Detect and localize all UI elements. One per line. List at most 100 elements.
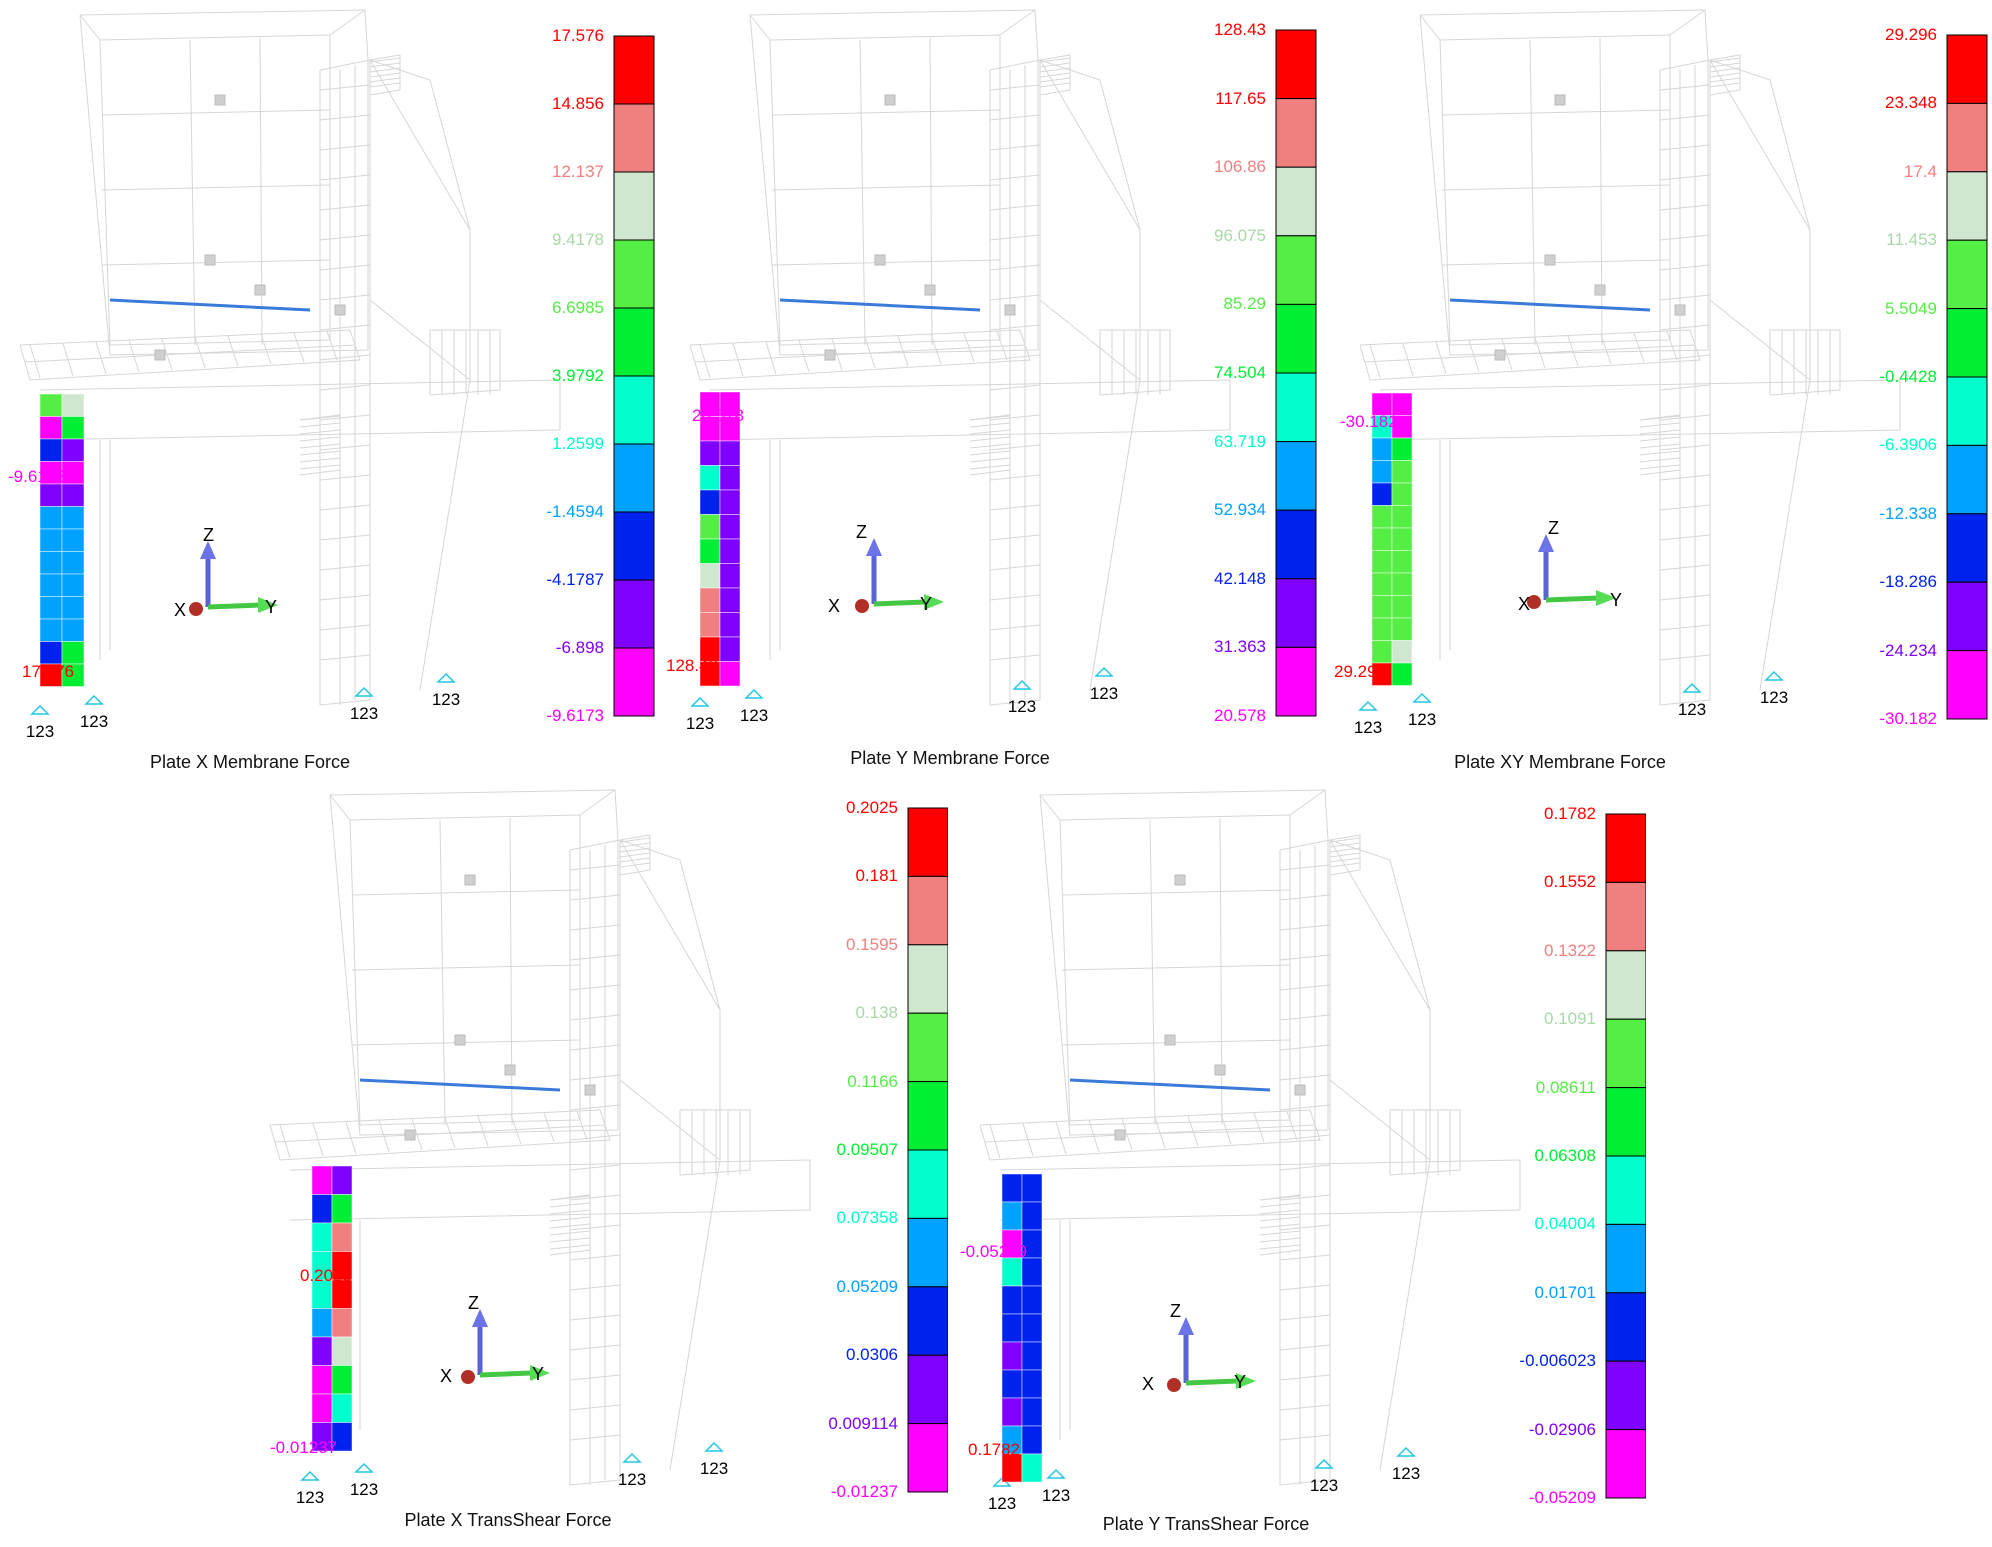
color-legend: 17.576 14.856 12.137 9.4178 6.6985 3.9792 1.25… <box>520 24 660 725</box>
support-triangle <box>704 1441 724 1452</box>
legend-color-band <box>1275 235 1317 305</box>
legend-color-band <box>907 1149 949 1219</box>
panel-plate-y-membrane: Z X Y 20.578 128.43 123 123 123 123 Plat… <box>666 0 1320 780</box>
legend-value-label: 0.0306 <box>846 1345 898 1365</box>
structure-wireframe <box>689 9 1231 707</box>
wireframe-lines <box>269 789 811 1486</box>
support-triangle <box>690 696 710 707</box>
legend-color-band <box>1946 581 1988 652</box>
legend-color-band <box>907 944 949 1014</box>
legend-color-band <box>907 807 949 877</box>
legend-color-band <box>1946 444 1988 515</box>
legend-color-band <box>1275 29 1317 100</box>
legend-color-band <box>1946 171 1988 241</box>
legend-color-band <box>1946 376 1988 446</box>
plate-max-label: 0.2025 <box>300 1266 352 1285</box>
legend-value-label: -12.338 <box>1879 503 1937 523</box>
legend-value-label: 31.363 <box>1214 637 1266 657</box>
legend-color-band <box>1275 509 1317 580</box>
support-triangle <box>1764 670 1784 681</box>
legend-color-band <box>1275 441 1317 511</box>
legend-value-label: 0.138 <box>855 1003 898 1023</box>
legend-value-label: 9.4178 <box>552 230 604 249</box>
legend-value-label: 0.1322 <box>1544 940 1596 960</box>
legend-value-label: 0.1782 <box>1544 804 1596 823</box>
x-axis-dot <box>189 602 203 616</box>
support-triangle <box>300 1470 320 1481</box>
z-axis-arrow <box>1178 1317 1194 1383</box>
legend-color-band <box>907 1286 949 1356</box>
legend-color-band <box>1605 813 1647 883</box>
axis-label-z: Z <box>203 525 214 545</box>
legend-value-label: 0.181 <box>855 866 898 886</box>
axis-triad <box>1167 1317 1256 1392</box>
support-triangle <box>1046 1468 1066 1479</box>
support-label: 123 <box>987 1494 1017 1513</box>
support-label: 123 <box>349 704 379 723</box>
legend-value-label: -9.6173 <box>546 706 604 725</box>
support-triangle <box>1094 666 1114 677</box>
legend-value-label: 6.6985 <box>552 298 604 317</box>
beam-member <box>1069 1078 1271 1092</box>
axis-label-x: X <box>1518 594 1531 614</box>
panel-caption: Plate XY Membrane Force <box>1454 752 1666 772</box>
axis-label-x: X <box>1142 1374 1155 1394</box>
plate-max-label: 0.1782 <box>968 1440 1020 1459</box>
plate-element <box>1021 1453 1043 1483</box>
axis-label-y: Y <box>1234 1372 1247 1392</box>
support-label: 123 <box>1407 710 1437 729</box>
legend-value-label: 0.09507 <box>836 1140 898 1159</box>
structure-wireframe <box>1358 9 1901 711</box>
support-triangle <box>354 1462 374 1473</box>
support-triangle <box>1396 1446 1416 1457</box>
support-label: 123 <box>25 722 55 741</box>
legend-value-label: 128.43 <box>1214 20 1266 39</box>
panel-caption: Plate X TransShear Force <box>404 1510 612 1530</box>
legend-value-label: 0.04004 <box>1534 1214 1596 1234</box>
support-label: 123 <box>79 712 109 731</box>
support-label: 123 <box>1353 718 1383 737</box>
y-axis-arrow <box>479 1365 550 1381</box>
legend-color-band <box>1946 102 1988 173</box>
panel-caption: Plate Y Membrane Force <box>850 748 1050 768</box>
beam-member <box>779 298 981 312</box>
axis-label-y: Y <box>532 1364 545 1384</box>
legend-value-label: 85.29 <box>1223 294 1266 314</box>
support-label: 123 <box>1041 1486 1071 1505</box>
legend-value-label: 23.348 <box>1885 93 1937 113</box>
legend-color-band <box>613 35 655 105</box>
legend-value-label: 0.01701 <box>1534 1282 1596 1302</box>
support-label: 123 <box>1677 700 1707 719</box>
axis-label-z: Z <box>1170 1301 1181 1321</box>
legend-value-label: -0.05209 <box>1528 1488 1596 1507</box>
support-triangle <box>84 694 104 705</box>
legend-color-band <box>613 647 655 717</box>
plate-min-label: 20.578 <box>692 406 744 425</box>
plate-max-label: 29.296 <box>1334 662 1386 681</box>
contour-plate-strip <box>39 393 85 687</box>
plate-element <box>331 1422 353 1452</box>
legend-value-label: 3.9792 <box>552 366 604 385</box>
wireframe-lines <box>689 9 1231 706</box>
legend-value-label: 17.576 <box>552 26 604 45</box>
legend-color-band <box>1275 646 1317 717</box>
support-triangle <box>622 1452 642 1463</box>
panel-plate-xy-membrane: Z X Y -30.182 29.296 123 123 123 123 Pla… <box>1334 0 1992 780</box>
legend-color-band <box>613 443 655 513</box>
axis-triad <box>855 538 944 613</box>
legend-value-label: 17.4 <box>1903 161 1937 181</box>
support-label: 123 <box>431 690 461 709</box>
z-axis-arrow <box>200 541 216 607</box>
legend-value-label: -0.01237 <box>830 1482 898 1501</box>
support-triangle <box>30 704 50 715</box>
contour-plate-strip <box>1371 392 1413 686</box>
y-axis-arrow <box>1185 1373 1256 1389</box>
support-triangle <box>436 672 456 683</box>
legend-value-label: -0.4428 <box>1879 367 1937 386</box>
legend-color-band <box>907 1354 949 1425</box>
support-triangle <box>1682 682 1702 693</box>
legend-value-label: -0.006023 <box>1519 1351 1596 1371</box>
support-label: 123 <box>1089 684 1119 703</box>
support-triangle <box>1412 692 1432 703</box>
legend-color-band <box>907 1012 949 1083</box>
